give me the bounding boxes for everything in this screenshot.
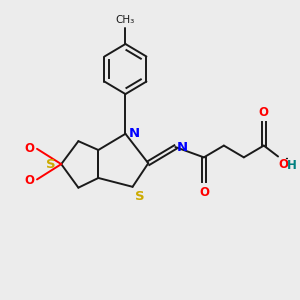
Text: O: O [25, 142, 35, 155]
Text: N: N [128, 127, 140, 140]
Text: O: O [199, 186, 209, 199]
Text: O: O [279, 158, 289, 171]
Text: S: S [46, 158, 56, 171]
Text: CH₃: CH₃ [116, 15, 135, 26]
Text: N: N [177, 141, 188, 154]
Text: O: O [259, 106, 269, 119]
Text: O: O [25, 173, 35, 187]
Text: H: H [287, 159, 297, 172]
Text: S: S [135, 190, 145, 203]
